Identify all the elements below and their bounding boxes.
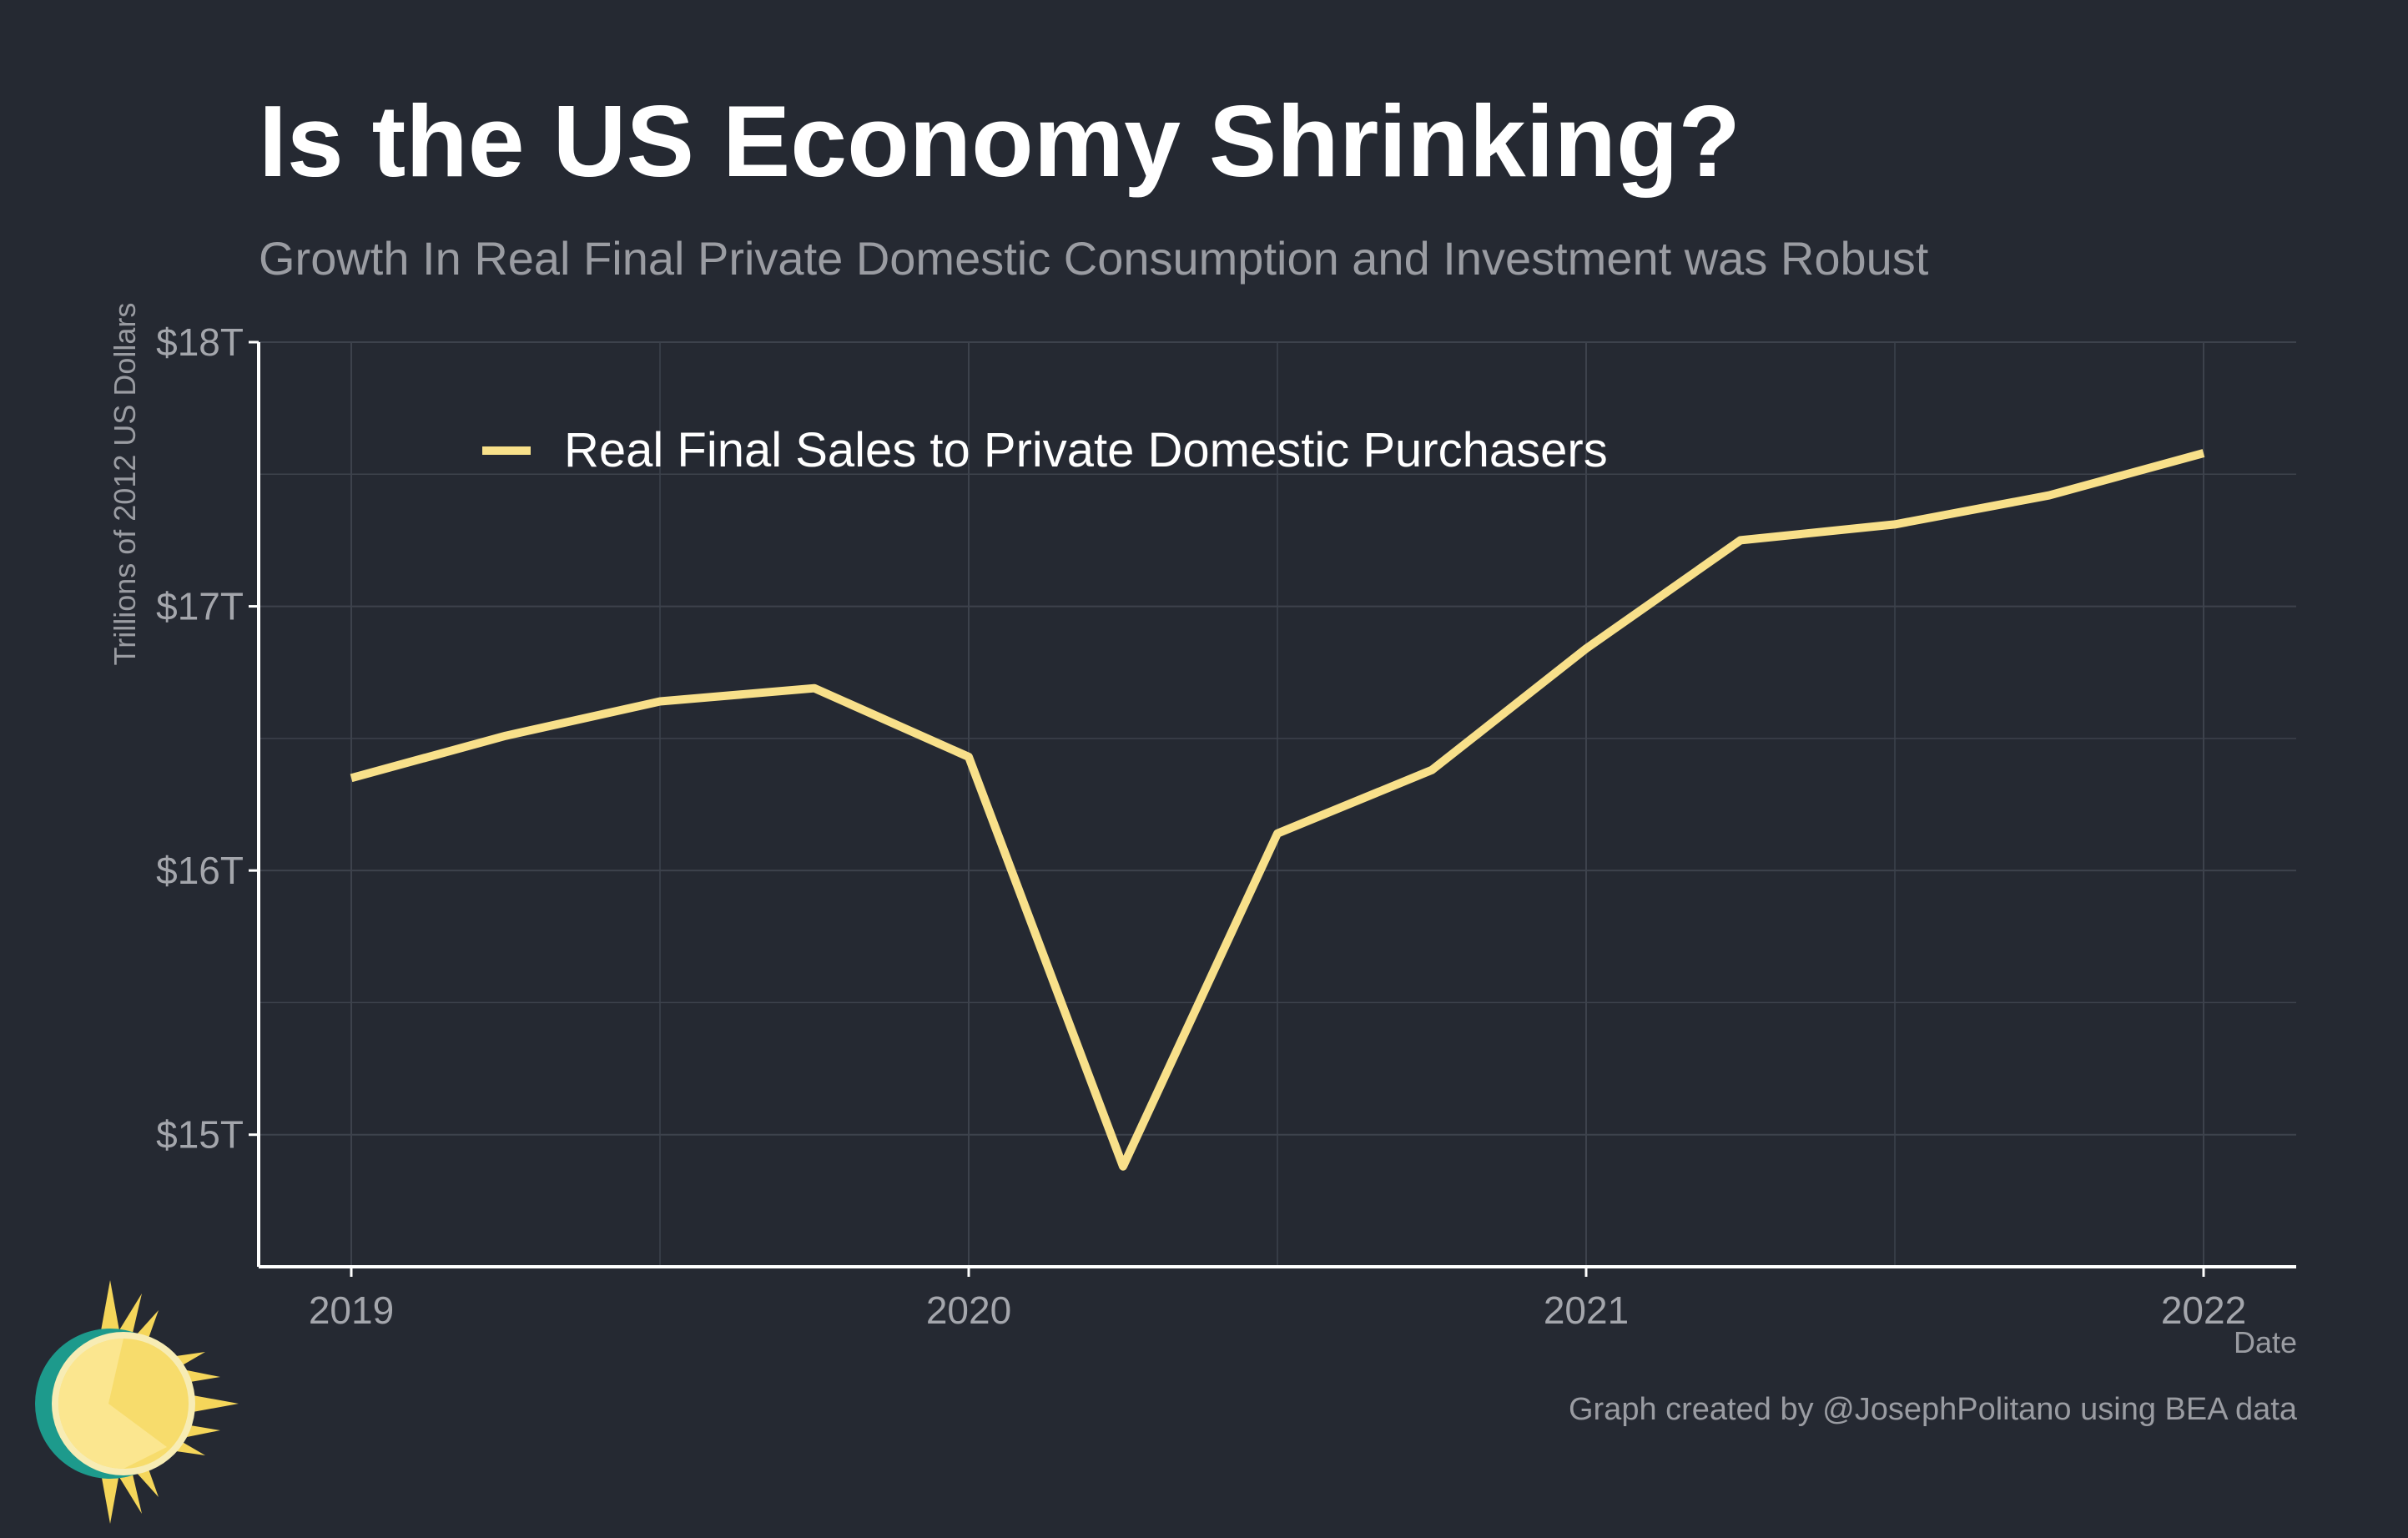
series-line [350, 449, 2205, 1171]
grid-layer [259, 341, 2296, 1268]
y-tick-label: $17T [156, 585, 244, 628]
series-layer [350, 449, 2205, 1171]
chart-title: Is the US Economy Shrinking? [259, 84, 1741, 198]
x-tick-label: 2019 [309, 1288, 394, 1332]
y-tick-label: $15T [156, 1113, 244, 1157]
x-tick-label: 2021 [1544, 1288, 1629, 1332]
x-tick-label: 2022 [2161, 1288, 2246, 1332]
sun-logo-icon [35, 1280, 239, 1524]
legend-label: Real Final Sales to Private Domestic Pur… [564, 423, 1608, 477]
x-tick-label: 2020 [926, 1288, 1011, 1332]
credit-text: Graph created by @JosephPolitano using B… [1568, 1392, 2297, 1427]
y-tick-label: $16T [156, 849, 244, 892]
legend: Real Final Sales to Private Domestic Pur… [482, 423, 1608, 477]
x-axis-label: Date [2233, 1325, 2297, 1359]
chart-subtitle: Growth In Real Final Private Domestic Co… [259, 232, 1929, 285]
axis-layer: $15T $16T $17T $18T 2019 2020 2021 2022 [156, 320, 2296, 1332]
y-tick-label: $18T [156, 320, 244, 364]
